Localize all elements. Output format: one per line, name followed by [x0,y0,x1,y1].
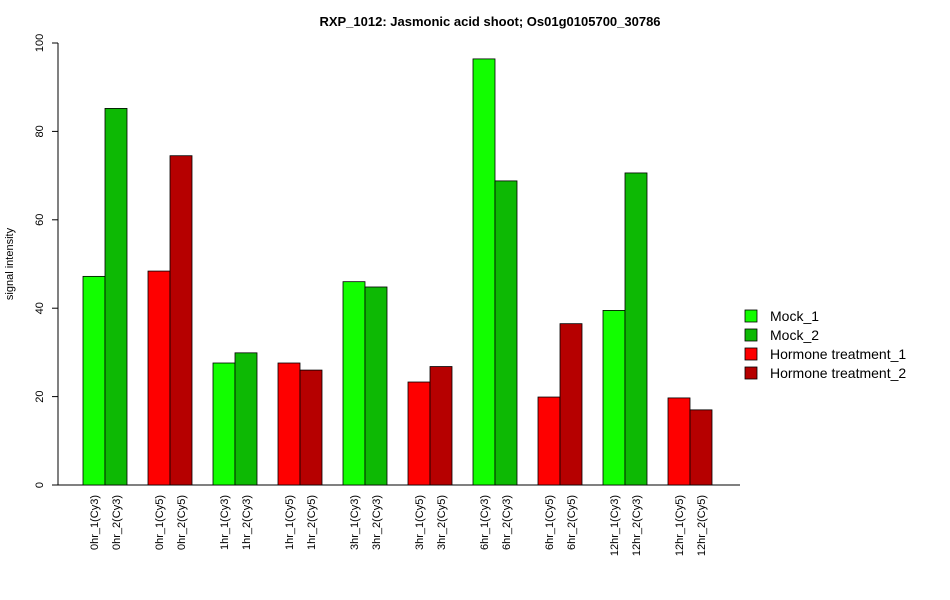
bar [494,180,518,486]
y-tick-label: 20 [34,390,46,402]
legend-swatch [744,309,758,323]
x-tick-label: 6hr_1(Cy5) [544,495,556,550]
x-tick-label: 0hr_1(Cy5) [154,495,166,550]
x-tick-label: 12hr_1(Cy3) [609,495,621,556]
bar [277,362,301,486]
x-tick-label: 3hr_1(Cy5) [414,495,426,550]
y-axis-label: signal intensity [4,227,16,300]
bar [602,310,626,486]
x-tick-label: 0hr_2(Cy3) [111,495,123,550]
y-tick-label: 100 [34,34,46,52]
bar [82,275,106,486]
y-tick-label: 0 [34,482,46,488]
x-tick-label: 12hr_1(Cy5) [674,495,686,556]
chart-title: RXP_1012: Jasmonic acid shoot; Os01g0105… [319,14,660,29]
legend-label: Mock_1 [770,308,819,324]
x-tick-labels: 0hr_1(Cy3) 0hr_2(Cy3) 0hr_1(Cy5) 0hr_2(Cy5)… [89,495,708,556]
x-tick-label: 1hr_1(Cy5) [284,495,296,550]
legend: Mock_1 Mock_2 Hormone treatment_1 Hormone t… [744,308,906,381]
y-tick-label: 60 [34,214,46,226]
bar [472,58,496,486]
bar [537,396,561,486]
bar [104,108,128,486]
x-tick-label: 3hr_1(Cy3) [349,495,361,550]
bar [299,369,323,486]
bar [624,172,648,486]
bars [82,58,713,486]
bar [667,397,691,486]
x-tick-label: 1hr_2(Cy5) [306,495,318,550]
bar [169,155,193,486]
x-tick-label: 12hr_2(Cy3) [631,495,643,556]
x-tick-label: 0hr_2(Cy5) [176,495,188,550]
bar [559,323,583,486]
x-tick-label: 6hr_1(Cy3) [479,495,491,550]
x-tick-label: 1hr_1(Cy3) [219,495,231,550]
legend-label: Hormone treatment_2 [770,365,906,381]
bar [407,381,431,486]
legend-swatch [744,366,758,380]
bar [234,352,258,486]
legend-swatch [744,347,758,361]
x-tick-label: 1hr_2(Cy3) [241,495,253,550]
legend-swatch [744,328,758,342]
bar [147,270,171,486]
legend-label: Mock_2 [770,327,819,343]
x-tick-label: 3hr_2(Cy5) [436,495,448,550]
x-tick-label: 6hr_2(Cy3) [501,495,513,550]
y-tick-label: 80 [34,125,46,137]
bar [212,362,236,486]
bar [364,286,388,486]
bar [342,281,366,486]
x-tick-label: 6hr_2(Cy5) [566,495,578,550]
bar [429,366,453,486]
x-tick-label: 0hr_1(Cy3) [89,495,101,550]
y-tick-label: 40 [34,302,46,314]
x-tick-label: 12hr_2(Cy5) [696,495,708,556]
legend-label: Hormone treatment_1 [770,346,906,362]
x-tick-label: 3hr_2(Cy3) [371,495,383,550]
bar [689,409,713,486]
